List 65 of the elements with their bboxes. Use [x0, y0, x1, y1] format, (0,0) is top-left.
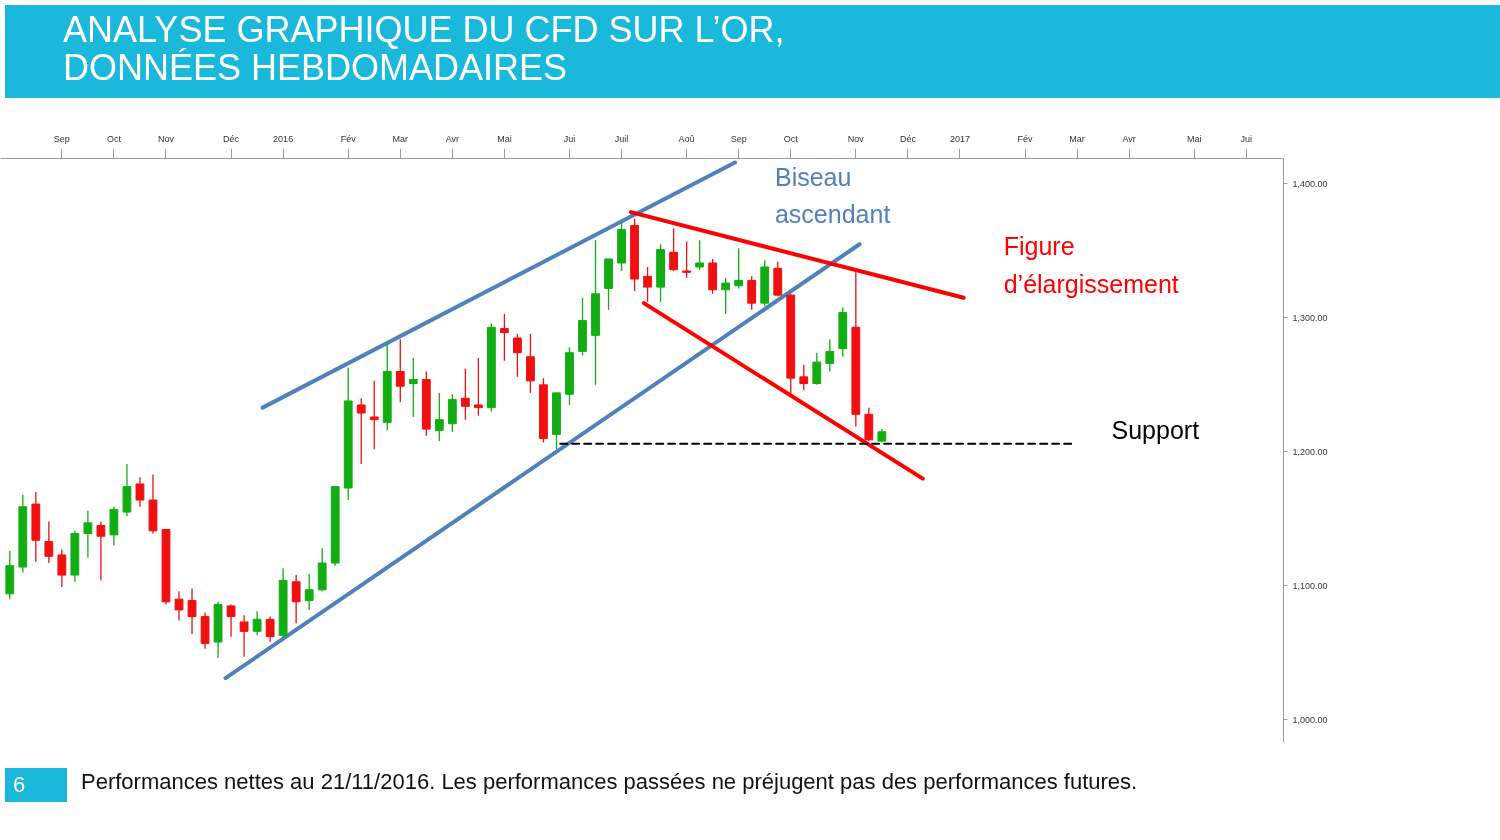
candlestick: [500, 313, 509, 362]
candlestick: [265, 615, 275, 643]
x-tick-label: Fév: [340, 133, 357, 144]
candlestick: [304, 573, 314, 611]
x-tick-label: Mai: [1187, 133, 1202, 144]
x-tick-label: Avr: [1122, 133, 1136, 144]
x-tick-label: Oct: [106, 133, 122, 144]
text: 6: [5, 768, 67, 802]
candlestick: [96, 520, 106, 582]
x-tick-label: Nov: [847, 133, 865, 144]
candlestick: [695, 239, 705, 271]
x-tick-label: Nov: [157, 133, 175, 144]
candlestick: [356, 397, 366, 465]
candlestick: [669, 227, 679, 272]
x-tick-label: Déc: [899, 133, 917, 144]
x-tick-label: Fév: [1017, 133, 1034, 144]
x-tick-label: Jui: [1240, 133, 1253, 144]
candlestick: [57, 548, 67, 588]
candlestick: [460, 368, 470, 421]
x-tick-label: Déc: [223, 133, 240, 144]
candlestick: [643, 266, 652, 303]
series-label: Figure d’élargissement: [1003, 232, 1179, 298]
candlestick: [682, 240, 692, 279]
y-tick-label: 1,300.00: [1292, 312, 1328, 323]
candlestick: [83, 510, 93, 559]
y-tick-label: 1,100.00: [1292, 580, 1328, 591]
chart-title: ANALYSE GRAPHIQUE DU CFD SUR L’OR, DONNÉES HEBDOMADAIRES: [5, 5, 1500, 98]
candlestick: [513, 333, 522, 378]
x-tick-label: Aoû: [678, 133, 695, 144]
candlestick: [291, 574, 301, 624]
candlestick: [135, 476, 145, 508]
candlestick: [226, 603, 236, 638]
candlestick: [187, 587, 197, 635]
x-tick-label: Avr: [445, 133, 460, 144]
candlestick: [395, 338, 405, 403]
x-tick-label: 2017: [949, 133, 970, 144]
y-tick-label: 1,000.00: [1292, 714, 1328, 725]
x-tick-label: Jui: [563, 133, 576, 144]
candlestick: [799, 364, 809, 391]
series-label: Support: [1111, 415, 1200, 444]
x-tick-label: Mar: [1069, 133, 1085, 144]
candlestick: [734, 247, 744, 290]
candlestick: [174, 590, 184, 622]
x-tick-label: Juil: [614, 133, 629, 144]
x-tick-label: 2016: [273, 133, 294, 144]
candlestick: [44, 520, 54, 564]
y-tick-label: 1,200.00: [1292, 446, 1328, 457]
series-label: Biseau ascendant: [774, 162, 891, 229]
x-tick-label: Mai: [497, 133, 512, 144]
y-tick-label: 1,400.00: [1292, 178, 1328, 189]
candlestick: [252, 610, 262, 636]
candlestick: [434, 392, 444, 442]
x-tick-label: Oct: [783, 133, 799, 144]
text: Performances nettes au 21/11/2016. Les performances passées ne préjugent pas des performances futures.: [81, 768, 1139, 796]
candlestick: [747, 275, 757, 311]
x-tick-label: Mar: [392, 133, 409, 144]
x-tick-label: Sep: [53, 133, 70, 144]
candlestick: [812, 352, 822, 386]
candlestick: [721, 277, 731, 315]
candlestick: [369, 380, 379, 450]
candlestick: [239, 614, 249, 658]
candlestick: [825, 338, 835, 373]
candlestick: [408, 357, 418, 418]
candlestick: [473, 357, 483, 417]
x-tick-label: Sep: [730, 133, 747, 144]
